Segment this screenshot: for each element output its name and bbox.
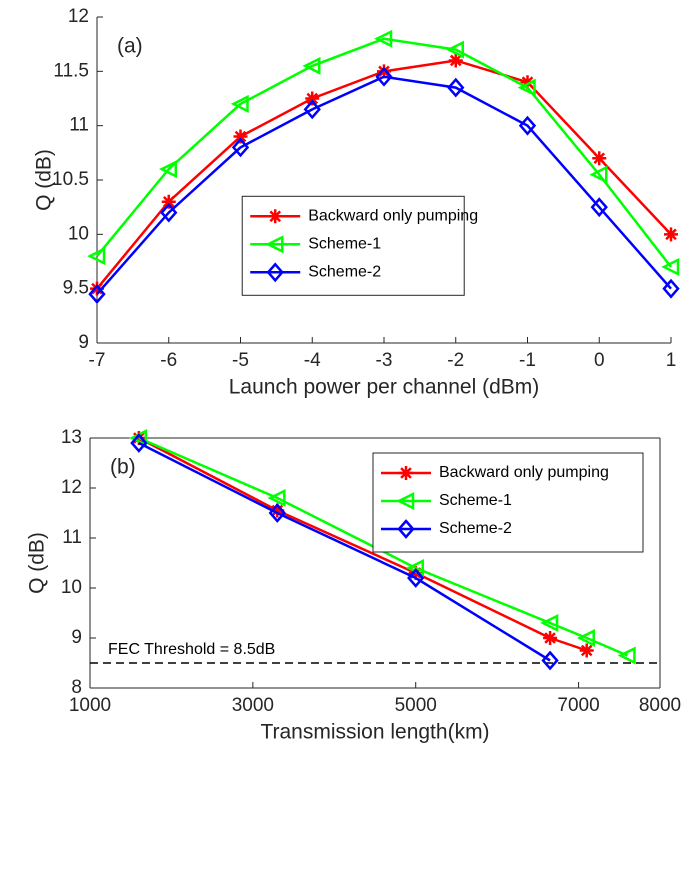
x-tick-label: -1 [519,350,536,371]
y-tick-label: 11 [69,115,89,136]
marker [268,503,286,523]
marker [662,278,680,299]
y-tick-label: 12 [68,6,89,27]
x-tick-label: 1000 [69,695,111,716]
y-tick-label: 11.5 [53,60,89,81]
marker [579,643,594,658]
y-tick-label: 9 [71,627,82,648]
marker [233,129,248,144]
marker [541,650,559,671]
legend-label: Scheme-1 [439,492,512,509]
y-tick-label: 10 [68,223,89,244]
series-line [138,441,551,662]
marker [302,56,321,75]
y-tick-label: 11 [62,527,82,548]
legend-label: Scheme-2 [439,520,512,537]
marker [161,194,176,209]
x-axis-label: Launch power per channel (dBm) [229,376,540,399]
marker [448,53,463,68]
threshold-label: FEC Threshold = 8.5dB [108,641,275,658]
x-tick-label: 1 [666,350,677,371]
x-tick-label: -3 [376,350,393,371]
x-tick-label: -5 [232,350,249,371]
x-tick-label: 3000 [232,695,274,716]
marker [664,227,678,242]
y-tick-label: 9 [78,332,89,353]
marker [270,503,285,518]
marker [540,613,559,633]
marker [617,646,636,665]
marker [87,247,106,266]
marker [131,431,146,445]
legend-marker [265,235,284,254]
marker [408,566,423,580]
y-tick-label: 9.5 [63,278,89,299]
marker [590,197,608,218]
legend-label: Backward only pumping [308,208,478,225]
y-axis-label: Q (dB) [33,149,56,211]
marker [592,151,607,166]
marker [88,284,106,304]
y-tick-label: 8 [71,677,82,698]
x-tick-label: 7000 [557,695,599,716]
marker [160,202,178,223]
x-tick-label: -4 [304,350,321,371]
marker [543,631,558,645]
marker [158,160,177,179]
x-tick-label: -7 [89,350,106,371]
marker [374,29,393,48]
marker [377,64,391,79]
x-tick-label: 0 [594,350,605,371]
marker [589,165,608,184]
marker [305,91,320,106]
y-axis-label: Q (dB) [26,532,49,594]
legend-marker [396,491,415,511]
marker [230,94,249,113]
y-tick-label: 13 [61,427,82,448]
series-line [96,37,672,268]
marker [130,433,148,453]
marker [267,488,286,508]
x-tick-label: 5000 [395,695,437,716]
series-line [96,75,672,295]
x-tick-label: -2 [447,350,464,371]
legend-marker [399,466,413,480]
marker [517,78,536,97]
marker [407,568,425,588]
marker [576,628,595,648]
annotation: (a) [117,35,143,58]
y-tick-label: 12 [61,477,82,498]
x-tick-label: -6 [160,350,177,371]
marker [90,281,104,296]
marker [375,66,393,87]
legend-label: Backward only pumping [439,464,609,481]
legend-label: Scheme-2 [308,264,381,281]
marker [447,77,465,98]
y-tick-label: 10.5 [52,169,89,190]
legend-marker [266,262,284,283]
marker [661,257,680,276]
x-tick-label: 8000 [639,695,681,716]
marker [518,115,537,136]
legend-label: Scheme-1 [308,236,381,253]
marker [520,75,535,90]
legend-marker [268,209,283,224]
legend-marker [397,519,415,539]
marker [231,137,250,158]
annotation: (b) [110,456,136,479]
y-tick-label: 10 [61,577,82,598]
x-axis-label: Transmission length(km) [260,721,489,744]
legend-box [372,452,644,553]
marker [303,99,321,120]
marker [445,40,464,59]
